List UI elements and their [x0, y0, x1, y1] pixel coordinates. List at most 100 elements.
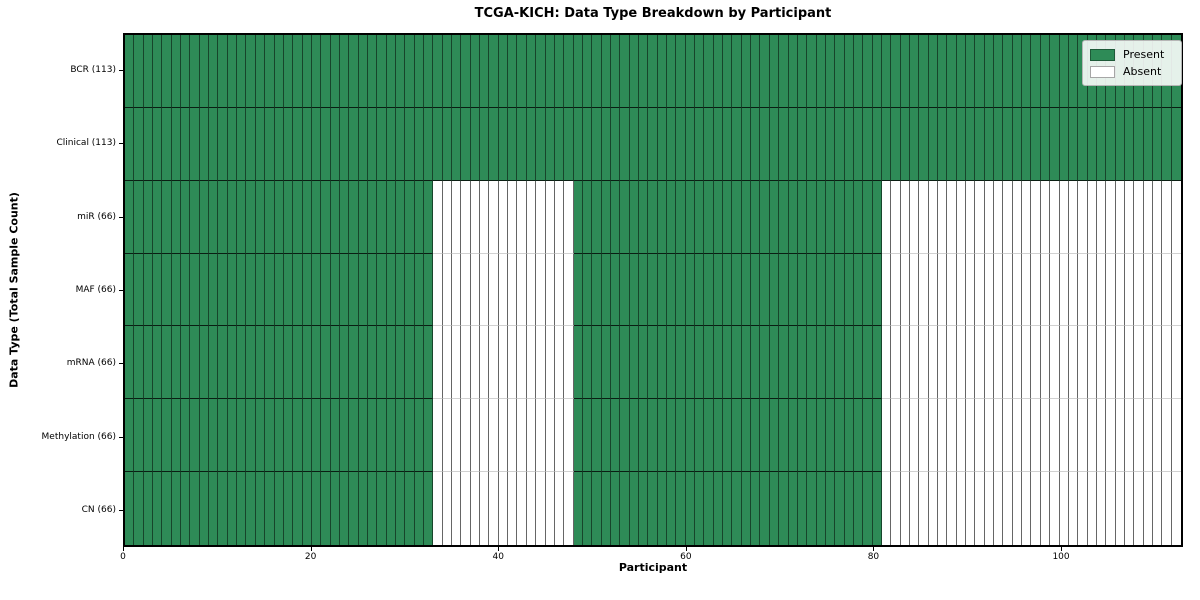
matrix-cell	[741, 35, 752, 108]
matrix-cell	[367, 180, 378, 254]
matrix-cell	[349, 399, 359, 473]
matrix-cell	[975, 472, 985, 545]
matrix-cell	[1087, 326, 1097, 400]
matrix-cell	[881, 472, 892, 545]
matrix-cell	[1022, 180, 1032, 254]
matrix-cell	[470, 253, 481, 327]
matrix-cell	[470, 399, 481, 473]
matrix-cell	[872, 253, 882, 327]
matrix-cell	[947, 253, 957, 327]
matrix-cell	[311, 107, 322, 181]
matrix-cell	[928, 472, 939, 545]
matrix-cell	[227, 253, 238, 327]
matrix-cell	[695, 107, 705, 181]
matrix-cell	[480, 35, 490, 108]
matrix-cell	[713, 472, 724, 545]
matrix-cell	[162, 472, 172, 545]
matrix-cell	[648, 326, 658, 400]
matrix-cell	[227, 472, 238, 545]
matrix-cell	[994, 35, 1004, 108]
matrix-cell	[610, 180, 621, 254]
matrix-cell	[1059, 472, 1069, 545]
matrix-cell	[900, 107, 910, 181]
matrix-cell	[975, 253, 985, 327]
matrix-cell	[143, 326, 154, 400]
matrix-cell	[1022, 326, 1032, 400]
matrix-cell	[620, 107, 630, 181]
matrix-cell	[526, 253, 537, 327]
matrix-cell	[657, 253, 668, 327]
matrix-cell	[695, 180, 705, 254]
matrix-cell	[835, 399, 845, 473]
matrix-cell	[797, 253, 808, 327]
matrix-cell	[199, 326, 210, 400]
matrix-cell	[638, 180, 649, 254]
matrix-cell	[461, 35, 471, 108]
matrix-cell	[825, 326, 836, 400]
matrix-cell	[741, 107, 752, 181]
matrix-cell	[657, 326, 668, 400]
matrix-cell	[844, 35, 854, 108]
matrix-cell	[1078, 326, 1088, 400]
matrix-cell	[891, 180, 901, 254]
matrix-cell	[218, 472, 228, 545]
matrix-cell	[1106, 107, 1116, 181]
matrix-cell	[835, 472, 845, 545]
matrix-cell	[386, 399, 396, 473]
matrix-cell	[1152, 253, 1163, 327]
matrix-cell	[321, 253, 331, 327]
matrix-cell	[1152, 180, 1163, 254]
matrix-cell	[508, 399, 518, 473]
legend-swatch	[1090, 48, 1115, 61]
matrix-cell	[452, 107, 462, 181]
matrix-cell	[1003, 399, 1013, 473]
matrix-cell	[769, 399, 780, 473]
matrix-cell	[657, 399, 668, 473]
matrix-cell	[480, 399, 490, 473]
matrix-cell	[302, 253, 312, 327]
matrix-cell	[414, 472, 425, 545]
matrix-cell	[517, 107, 527, 181]
matrix-cell	[545, 35, 555, 108]
matrix-cell	[582, 180, 593, 254]
matrix-cell	[1152, 472, 1163, 545]
matrix-cell	[592, 180, 602, 254]
matrix-cell	[667, 253, 677, 327]
matrix-cell	[797, 180, 808, 254]
matrix-cell	[367, 253, 378, 327]
matrix-cell	[825, 253, 836, 327]
matrix-cell	[1087, 253, 1097, 327]
matrix-cell	[853, 180, 864, 254]
matrix-grid	[125, 35, 1181, 545]
matrix-cell	[1059, 253, 1069, 327]
matrix-cell	[1096, 326, 1107, 400]
matrix-cell	[545, 180, 555, 254]
row-label: MAF (66)	[75, 285, 116, 295]
matrix-cell	[171, 180, 182, 254]
matrix-cell	[788, 35, 798, 108]
matrix-cell	[1068, 472, 1079, 545]
matrix-cell	[517, 472, 527, 545]
matrix-cell	[620, 399, 630, 473]
matrix-cell	[1162, 399, 1172, 473]
matrix-cell	[209, 326, 219, 400]
matrix-cell	[339, 472, 350, 545]
matrix-cell	[900, 399, 910, 473]
matrix-cell	[1068, 35, 1079, 108]
matrix-cell	[321, 35, 331, 108]
matrix-cell	[564, 326, 574, 400]
matrix-cell	[685, 399, 696, 473]
matrix-cell	[853, 399, 864, 473]
matrix-cell	[713, 399, 724, 473]
matrix-cell	[134, 180, 144, 254]
matrix-cell	[788, 180, 798, 254]
matrix-cell	[648, 107, 658, 181]
matrix-cell	[1040, 399, 1051, 473]
matrix-cell	[994, 253, 1004, 327]
matrix-cell	[881, 326, 892, 400]
matrix-cell	[339, 107, 350, 181]
matrix-cell	[984, 399, 995, 473]
matrix-cell	[181, 107, 191, 181]
matrix-cell	[1143, 180, 1153, 254]
matrix-cell	[321, 180, 331, 254]
